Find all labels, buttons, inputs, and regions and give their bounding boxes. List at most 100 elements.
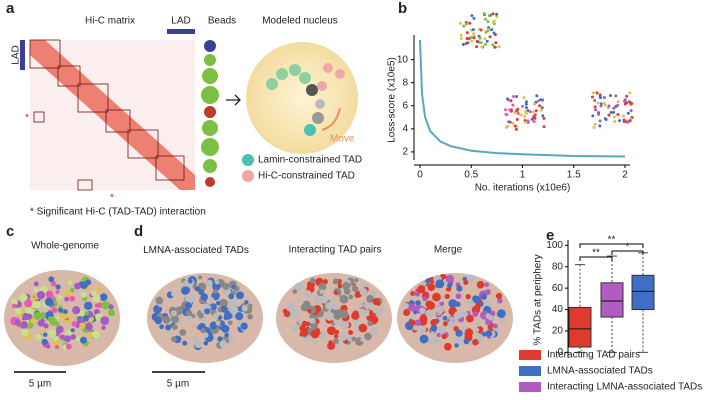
bead [287, 301, 296, 310]
bead [472, 338, 479, 346]
structure-render [513, 111, 517, 115]
structure-render [598, 124, 602, 128]
bead [455, 301, 461, 307]
bead [461, 311, 469, 319]
structure-render [542, 125, 546, 129]
bead [228, 336, 235, 343]
beads-title: Beads [208, 16, 236, 27]
bead [57, 295, 63, 301]
move-label: Move [330, 134, 355, 145]
structure-render [472, 32, 476, 36]
bead [474, 303, 481, 310]
bead [454, 343, 459, 348]
bead [476, 280, 485, 289]
bead [64, 289, 72, 298]
bead [415, 300, 421, 306]
bead [44, 297, 54, 307]
structure-render [509, 99, 513, 103]
bead [36, 291, 46, 300]
bead [199, 299, 205, 305]
bead [20, 321, 29, 329]
bead [215, 320, 221, 326]
bead [34, 333, 42, 341]
bead [51, 281, 57, 287]
legend-swatch [242, 154, 254, 166]
sig-label: * [626, 242, 630, 253]
structure-render [528, 110, 532, 114]
structure-render [592, 125, 596, 129]
bead [419, 314, 428, 323]
bead [465, 294, 471, 300]
structure-render [504, 125, 508, 129]
structure-render [626, 111, 630, 115]
bead [441, 333, 447, 340]
bead [15, 307, 22, 315]
structure-render [493, 45, 497, 49]
bead [51, 307, 58, 313]
bead [442, 315, 448, 321]
structure-render [524, 120, 528, 124]
bead [447, 282, 453, 288]
bead [95, 286, 102, 293]
star: * [25, 113, 29, 124]
structure-render [459, 36, 463, 40]
structure-render [506, 97, 510, 101]
bead [70, 334, 76, 340]
bead [421, 281, 427, 287]
structure-render [495, 12, 499, 16]
bead [235, 312, 244, 321]
structure-render [519, 113, 523, 117]
bead [43, 332, 48, 337]
structure-render [590, 95, 594, 99]
structure-render [516, 112, 520, 116]
arrow [226, 94, 241, 106]
bead [67, 280, 73, 286]
model-title: Modeled nucleus [262, 16, 338, 27]
structure-render [524, 100, 528, 104]
bead [248, 303, 253, 308]
structure-render [494, 41, 498, 45]
bead [187, 315, 193, 321]
bead [425, 300, 433, 308]
bead [338, 332, 348, 342]
bead [453, 311, 462, 320]
structure-render [523, 115, 527, 119]
structure-render [607, 104, 611, 108]
legend-label: Lamin-constrained TAD [258, 155, 362, 166]
bead [292, 289, 298, 294]
bead [327, 341, 336, 350]
bead [171, 336, 177, 343]
bead [55, 284, 61, 290]
bead [162, 315, 171, 324]
matrix-diagonal [30, 40, 195, 190]
bead [46, 344, 51, 349]
bead [208, 296, 215, 303]
structure-render [533, 113, 537, 117]
structure-render [612, 106, 616, 110]
bead [447, 320, 455, 329]
bead [339, 294, 349, 304]
sig-bracket [579, 256, 613, 261]
structure-render [490, 28, 494, 32]
structure-render [626, 120, 630, 124]
bead [241, 305, 248, 312]
bead [294, 282, 304, 291]
bead [484, 282, 489, 288]
structure-render [468, 21, 472, 25]
bead [60, 334, 65, 340]
bead [101, 325, 106, 330]
bead [340, 320, 350, 330]
bead [227, 320, 233, 326]
bead [72, 306, 81, 315]
bead [465, 314, 474, 323]
structure-render [540, 106, 544, 110]
structure-render [616, 113, 620, 117]
x-axis-label: No. iterations (x10e6) [475, 183, 571, 194]
bead [212, 282, 221, 291]
bead [430, 318, 438, 327]
lad-bar [167, 29, 195, 34]
bead [175, 311, 181, 316]
bead [179, 329, 187, 336]
lad-label: LAD [11, 45, 22, 64]
bead [327, 326, 336, 336]
